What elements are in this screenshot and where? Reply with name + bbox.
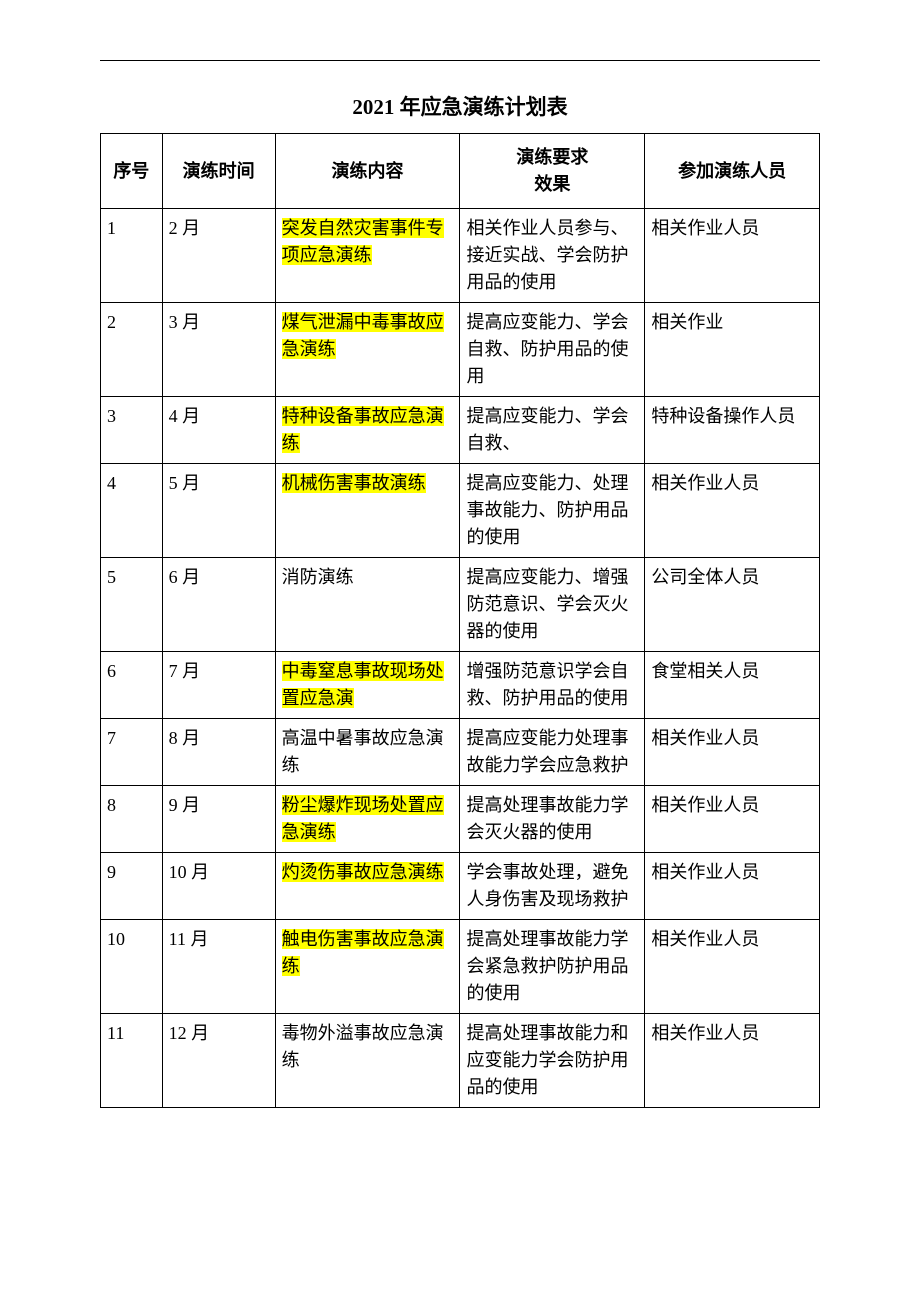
document-page: 2021 年应急演练计划表 序号 演练时间 演练内容 演练要求 效果 参加演练人… [0,0,920,1168]
cell-time: 5 月 [162,464,275,558]
cell-requirement: 提高应变能力、增强防范意识、学会灭火器的使用 [460,558,645,652]
cell-time: 7 月 [162,652,275,719]
table-row: 1011 月触电伤害事故应急演练提高处理事故能力学会紧急救护防护用品的使用相关作… [101,920,820,1014]
cell-requirement: 提高应变能力、处理事故能力、防护用品的使用 [460,464,645,558]
highlighted-text: 机械伤害事故演练 [282,473,426,493]
cell-time: 8 月 [162,719,275,786]
col-header-idx: 序号 [101,134,163,209]
cell-content: 中毒窒息事故现场处置应急演 [275,652,460,719]
cell-time: 9 月 [162,786,275,853]
table-row: 34 月特种设备事故应急演练提高应变能力、学会自救、特种设备操作人员 [101,397,820,464]
table-row: 12 月突发自然灾害事件专项应急演练相关作业人员参与、接近实战、学会防护用品的使… [101,209,820,303]
page-title: 2021 年应急演练计划表 [100,91,820,121]
col-header-time: 演练时间 [162,134,275,209]
cell-people: 特种设备操作人员 [645,397,820,464]
col-header-requirement-l2: 效果 [534,174,570,194]
highlighted-text: 突发自然灾害事件专项应急演练 [282,218,444,265]
cell-people: 食堂相关人员 [645,652,820,719]
cell-content: 特种设备事故应急演练 [275,397,460,464]
table-header-row: 序号 演练时间 演练内容 演练要求 效果 参加演练人员 [101,134,820,209]
highlighted-text: 中毒窒息事故现场处置应急演 [282,661,444,708]
cell-content: 高温中暑事故应急演练 [275,719,460,786]
table-row: 67 月中毒窒息事故现场处置应急演增强防范意识学会自救、防护用品的使用食堂相关人… [101,652,820,719]
highlighted-text: 煤气泄漏中毒事故应急演练 [282,312,444,359]
cell-people: 公司全体人员 [645,558,820,652]
cell-content: 煤气泄漏中毒事故应急演练 [275,303,460,397]
plan-table-body: 12 月突发自然灾害事件专项应急演练相关作业人员参与、接近实战、学会防护用品的使… [101,209,820,1108]
table-row: 45 月机械伤害事故演练 提高应变能力、处理事故能力、防护用品的使用相关作业人员 [101,464,820,558]
table-row: 78 月高温中暑事故应急演练提高应变能力处理事故能力学会应急救护相关作业人员 [101,719,820,786]
cell-time: 3 月 [162,303,275,397]
cell-time: 10 月 [162,853,275,920]
cell-requirement: 提高应变能力、学会自救、 [460,397,645,464]
cell-people: 相关作业人员 [645,209,820,303]
cell-idx: 9 [101,853,163,920]
cell-idx: 11 [101,1014,163,1108]
cell-requirement: 提高处理事故能力学会紧急救护防护用品的使用 [460,920,645,1014]
cell-content: 触电伤害事故应急演练 [275,920,460,1014]
cell-people: 相关作业人员 [645,464,820,558]
cell-idx: 5 [101,558,163,652]
cell-content: 灼烫伤事故应急演练 [275,853,460,920]
cell-idx: 2 [101,303,163,397]
cell-content: 粉尘爆炸现场处置应急演练 [275,786,460,853]
col-header-requirement: 演练要求 效果 [460,134,645,209]
cell-content: 消防演练 [275,558,460,652]
cell-idx: 1 [101,209,163,303]
cell-time: 12 月 [162,1014,275,1108]
cell-people: 相关作业人员 [645,853,820,920]
cell-people: 相关作业人员 [645,786,820,853]
cell-people: 相关作业 [645,303,820,397]
cell-content: 机械伤害事故演练 [275,464,460,558]
cell-idx: 8 [101,786,163,853]
cell-content: 突发自然灾害事件专项应急演练 [275,209,460,303]
cell-requirement: 提高处理事故能力和应变能力学会防护用品的使用 [460,1014,645,1108]
cell-people: 相关作业人员 [645,719,820,786]
cell-idx: 4 [101,464,163,558]
col-header-content: 演练内容 [275,134,460,209]
cell-time: 2 月 [162,209,275,303]
table-row: 23 月煤气泄漏中毒事故应急演练提高应变能力、学会自救、防护用品的使用相关作业 [101,303,820,397]
cell-idx: 6 [101,652,163,719]
cell-requirement: 提高处理事故能力学会灭火器的使用 [460,786,645,853]
cell-content: 毒物外溢事故应急演练 [275,1014,460,1108]
cell-time: 6 月 [162,558,275,652]
cell-time: 4 月 [162,397,275,464]
table-row: 56 月消防演练提高应变能力、增强防范意识、学会灭火器的使用公司全体人员 [101,558,820,652]
cell-idx: 3 [101,397,163,464]
col-header-people: 参加演练人员 [645,134,820,209]
top-rule [100,60,820,61]
highlighted-text: 粉尘爆炸现场处置应急演练 [282,795,444,842]
highlighted-text: 灼烫伤事故应急演练 [282,862,444,882]
table-row: 910 月灼烫伤事故应急演练学会事故处理，避免人身伤害及现场救护相关作业人员 [101,853,820,920]
highlighted-text: 触电伤害事故应急演练 [282,929,444,976]
cell-requirement: 提高应变能力处理事故能力学会应急救护 [460,719,645,786]
plan-table: 序号 演练时间 演练内容 演练要求 效果 参加演练人员 12 月突发自然灾害事件… [100,133,820,1108]
cell-idx: 10 [101,920,163,1014]
cell-time: 11 月 [162,920,275,1014]
cell-requirement: 增强防范意识学会自救、防护用品的使用 [460,652,645,719]
cell-requirement: 学会事故处理，避免人身伤害及现场救护 [460,853,645,920]
highlighted-text: 特种设备事故应急演练 [282,406,444,453]
cell-people: 相关作业人员 [645,1014,820,1108]
table-row: 1112 月毒物外溢事故应急演练提高处理事故能力和应变能力学会防护用品的使用相关… [101,1014,820,1108]
cell-requirement: 相关作业人员参与、接近实战、学会防护用品的使用 [460,209,645,303]
cell-idx: 7 [101,719,163,786]
col-header-requirement-l1: 演练要求 [516,147,588,167]
cell-people: 相关作业人员 [645,920,820,1014]
table-row: 89 月粉尘爆炸现场处置应急演练提高处理事故能力学会灭火器的使用相关作业人员 [101,786,820,853]
cell-requirement: 提高应变能力、学会自救、防护用品的使用 [460,303,645,397]
